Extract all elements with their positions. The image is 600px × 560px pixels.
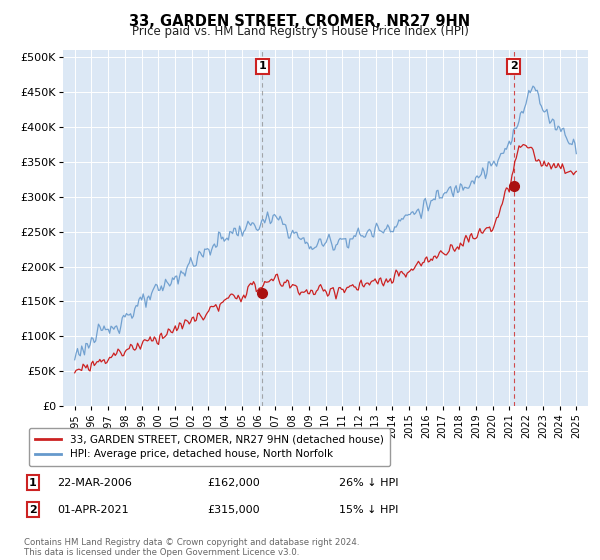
Legend: 33, GARDEN STREET, CROMER, NR27 9HN (detached house), HPI: Average price, detach: 33, GARDEN STREET, CROMER, NR27 9HN (det… (29, 428, 390, 466)
Text: Contains HM Land Registry data © Crown copyright and database right 2024.
This d: Contains HM Land Registry data © Crown c… (24, 538, 359, 557)
Text: 33, GARDEN STREET, CROMER, NR27 9HN: 33, GARDEN STREET, CROMER, NR27 9HN (130, 14, 470, 29)
Text: Price paid vs. HM Land Registry's House Price Index (HPI): Price paid vs. HM Land Registry's House … (131, 25, 469, 38)
Text: 26% ↓ HPI: 26% ↓ HPI (339, 478, 398, 488)
Text: 1: 1 (29, 478, 37, 488)
Text: 1: 1 (259, 62, 266, 72)
Text: 15% ↓ HPI: 15% ↓ HPI (339, 505, 398, 515)
Text: 2: 2 (510, 62, 517, 72)
Text: 22-MAR-2006: 22-MAR-2006 (57, 478, 132, 488)
Text: 01-APR-2021: 01-APR-2021 (57, 505, 128, 515)
Text: £315,000: £315,000 (207, 505, 260, 515)
Text: £162,000: £162,000 (207, 478, 260, 488)
Text: 2: 2 (29, 505, 37, 515)
